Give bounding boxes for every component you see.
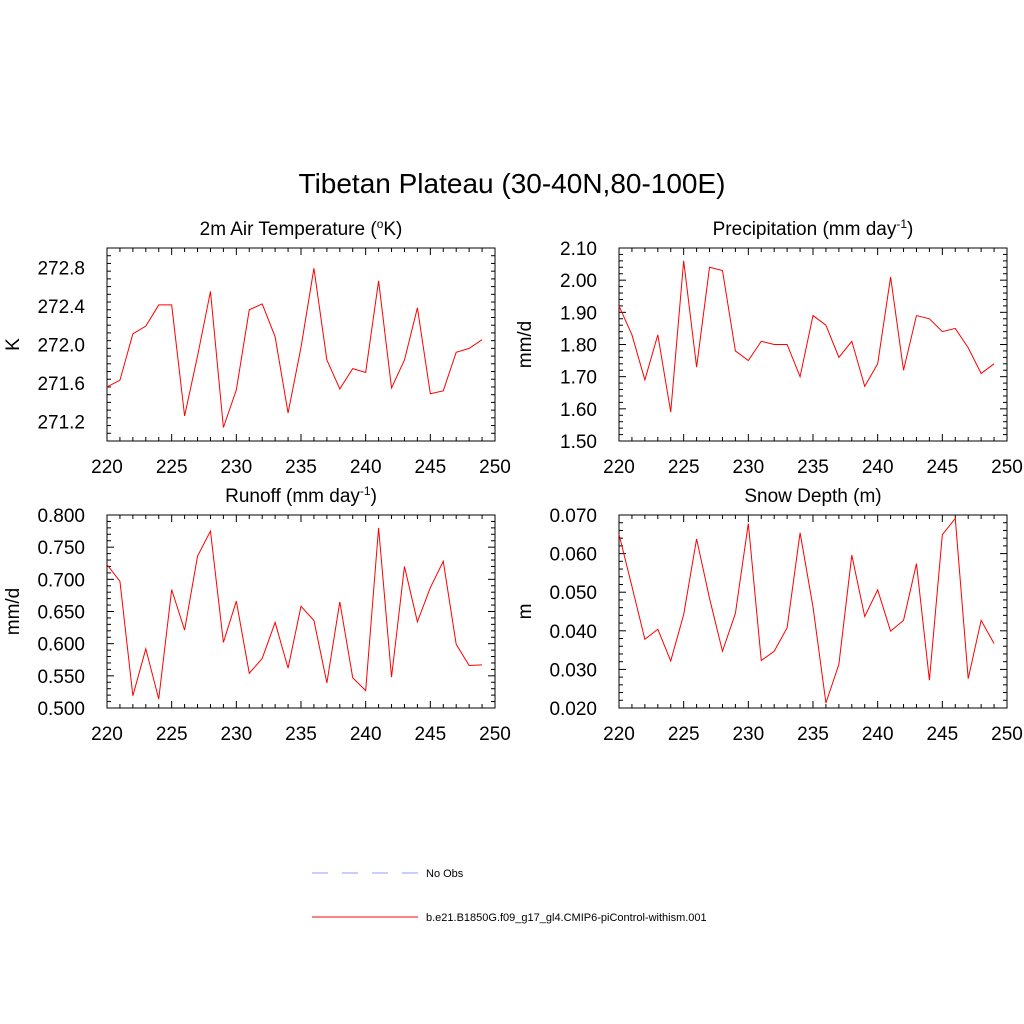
- x-tick-label: 250: [991, 724, 1023, 745]
- y-tick-label: 0.750: [37, 538, 85, 559]
- x-tick-label: 240: [862, 724, 894, 745]
- x-tick-label: 245: [926, 457, 958, 478]
- y-tick-label: 272.4: [37, 297, 85, 318]
- y-tick-label: 0.020: [549, 699, 597, 720]
- x-tick-label: 220: [603, 457, 635, 478]
- y-tick-label: 0.060: [549, 545, 597, 566]
- y-tick-label: 0.800: [37, 506, 85, 527]
- figure-title: Tibetan Plateau (30-40N,80-100E): [299, 168, 726, 199]
- x-tick-label: 250: [479, 724, 511, 745]
- series-line-snow-depth: [618, 517, 995, 704]
- panel-snow-depth: Snow Depth (m) m 220 225 230 235 240 245 250 0.02…: [515, 486, 1023, 745]
- y-axis-label: mm/d: [515, 321, 536, 369]
- x-tick-label: 235: [285, 457, 317, 478]
- y-tick-label: 271.2: [37, 413, 85, 434]
- y-tick-label: 1.50: [560, 432, 597, 453]
- y-tick-label: 0.050: [549, 583, 597, 604]
- legend-label-model-run: b.e21.B1850G.f09_g17_gl4.CMIP6-piControl…: [426, 912, 707, 924]
- x-tick-label: 240: [350, 724, 382, 745]
- x-tick-label: 230: [732, 724, 764, 745]
- x-tick-label: 250: [479, 457, 511, 478]
- x-tick-label: 235: [797, 457, 829, 478]
- x-tick-label: 245: [414, 724, 446, 745]
- panel-precipitation: Precipitation (mm day-1) mm/d 220 225 230 235…: [515, 217, 1023, 478]
- y-tick-label: 271.6: [37, 374, 85, 395]
- plot-frame: [618, 247, 1008, 442]
- x-tick-label: 225: [668, 457, 700, 478]
- series-line-air-temperature: [106, 268, 483, 428]
- panels: 2m Air Temperature (oK) K 220 225 230 235 240 2…: [3, 217, 1023, 745]
- x-tick-label: 235: [285, 724, 317, 745]
- x-tick-label: 225: [156, 457, 188, 478]
- x-tick-label: 245: [414, 457, 446, 478]
- plot-frame: [618, 514, 1008, 709]
- legend-label-no-obs: No Obs: [426, 868, 464, 880]
- y-tick-label: 0.700: [37, 570, 85, 591]
- x-tick-label: 240: [862, 457, 894, 478]
- x-tick-label: 230: [220, 724, 252, 745]
- plot-frame: [106, 514, 496, 709]
- x-tick-label: 220: [91, 457, 123, 478]
- panel-title: Precipitation (mm day-1): [713, 217, 914, 240]
- x-tick-label: 225: [156, 724, 188, 745]
- panel-title: 2m Air Temperature (oK): [200, 217, 403, 240]
- x-tick-label: 235: [797, 724, 829, 745]
- y-tick-label: 1.90: [560, 303, 597, 324]
- y-tick-label: 272.8: [37, 258, 85, 279]
- series-line-runoff: [106, 527, 483, 700]
- y-tick-label: 272.0: [37, 336, 85, 357]
- y-tick-label: 1.70: [560, 368, 597, 389]
- x-tick-label: 230: [732, 457, 764, 478]
- y-tick-label: 2.00: [560, 271, 597, 292]
- x-tick-label: 230: [220, 457, 252, 478]
- panel-title: Runoff (mm day-1): [225, 484, 377, 507]
- y-tick-label: 0.030: [549, 660, 597, 681]
- y-axis-label: m: [515, 604, 536, 620]
- legend: No Obs b.e21.B1850G.f09_g17_gl4.CMIP6-pi…: [312, 868, 707, 924]
- y-tick-label: 1.80: [560, 336, 597, 357]
- x-tick-label: 220: [603, 724, 635, 745]
- y-tick-label: 1.60: [560, 400, 597, 421]
- y-tick-label: 0.040: [549, 622, 597, 643]
- x-tick-label: 240: [350, 457, 382, 478]
- series-line-precipitation: [618, 260, 995, 413]
- y-tick-label: 0.650: [37, 603, 85, 624]
- panel-air-temperature: 2m Air Temperature (oK) K 220 225 230 235 240 2…: [3, 217, 511, 478]
- x-tick-label: 245: [926, 724, 958, 745]
- panel-runoff: Runoff (mm day-1) mm/d 220 225 230 235 240 245 2…: [3, 484, 511, 745]
- y-axis-label: K: [3, 338, 24, 351]
- x-tick-label: 220: [91, 724, 123, 745]
- y-tick-label: 0.550: [37, 667, 85, 688]
- y-tick-label: 0.070: [549, 506, 597, 527]
- y-tick-label: 0.600: [37, 635, 85, 656]
- y-axis-label: mm/d: [3, 588, 24, 636]
- panel-title: Snow Depth (m): [744, 486, 881, 507]
- x-tick-label: 225: [668, 724, 700, 745]
- y-tick-label: 0.500: [37, 699, 85, 720]
- x-tick-label: 250: [991, 457, 1023, 478]
- y-tick-label: 2.10: [560, 239, 597, 260]
